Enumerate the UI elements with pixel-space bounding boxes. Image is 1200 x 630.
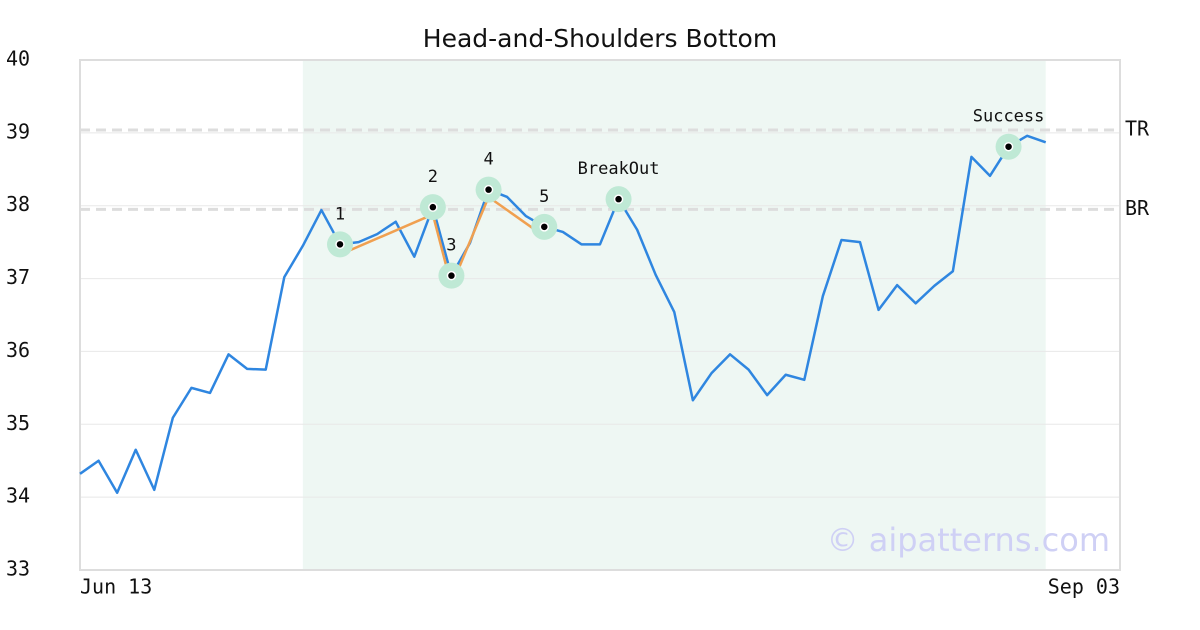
watermark: © aipatterns.com — [827, 521, 1110, 559]
x-tick-label: Sep 03 — [1048, 575, 1120, 599]
y-tick-label: 34 — [6, 484, 30, 508]
annotation-label: 5 — [539, 187, 549, 207]
y-tick-label: 33 — [6, 557, 30, 581]
annotation-label: Success — [973, 107, 1045, 127]
plot-frame — [79, 59, 1121, 571]
level-label: TR — [1125, 116, 1150, 140]
annotation-label: 4 — [483, 150, 493, 170]
level-label: BR — [1125, 196, 1150, 220]
annotation-label: 1 — [335, 204, 345, 224]
y-tick-label: 37 — [6, 265, 30, 289]
marker-dot — [1003, 141, 1014, 152]
marker-dot — [335, 239, 345, 250]
y-tick-label: 38 — [6, 192, 30, 216]
x-tick-label: Jun 13 — [80, 575, 152, 599]
annotation-label: 2 — [428, 167, 438, 187]
marker-dot — [428, 202, 438, 212]
marker-dot — [539, 222, 550, 232]
series-line — [79, 134, 1047, 495]
chart-title: Head-and-Shoulders Bottom — [423, 24, 777, 53]
y-tick-label: 40 — [6, 47, 30, 71]
annotation-label: BreakOut — [578, 159, 660, 179]
marker-dot — [613, 194, 624, 204]
marker-dot — [483, 184, 494, 195]
y-tick-label: 35 — [6, 411, 30, 435]
annotation-label: 3 — [446, 236, 456, 256]
y-tick-label: 39 — [6, 119, 30, 143]
y-tick-label: 36 — [6, 338, 30, 362]
marker-dot — [446, 270, 457, 281]
